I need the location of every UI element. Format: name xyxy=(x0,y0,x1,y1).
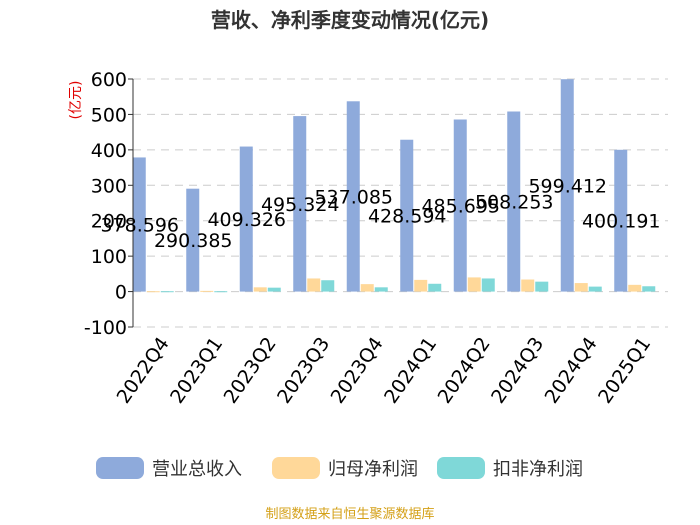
x-tick-labels: 2022Q42023Q12023Q22023Q32023Q42024Q12024… xyxy=(113,333,656,407)
x-tick-label: 2023Q4 xyxy=(327,333,388,407)
legend-label: 归母净利润 xyxy=(328,459,418,480)
y-tick-label: 300 xyxy=(91,175,127,197)
bar-归母净利润-2024Q2 xyxy=(467,277,481,292)
bar-扣非净利润-2024Q3 xyxy=(535,281,549,292)
bar-归母净利润-2023Q3 xyxy=(307,278,321,292)
legend-swatch xyxy=(437,457,485,479)
x-tick-label: 2023Q3 xyxy=(273,333,334,407)
bar-归母净利润-2024Q4 xyxy=(574,283,588,292)
bar-扣非净利润-2023Q3 xyxy=(321,280,335,292)
legend-swatch xyxy=(272,457,320,479)
x-tick-label: 2024Q3 xyxy=(487,333,548,407)
bar-营业总收入-2023Q3 xyxy=(293,116,307,292)
x-tick-label: 2023Q2 xyxy=(220,333,281,407)
bar-营业总收入-2023Q2 xyxy=(239,146,253,292)
data-label: 495.324 xyxy=(261,194,340,216)
bar-营业总收入-2024Q2 xyxy=(453,119,467,292)
bar-扣非净利润-2023Q4 xyxy=(374,287,388,292)
bars xyxy=(132,79,656,293)
bar-扣非净利润-2025Q1 xyxy=(642,286,656,292)
bar-营业总收入-2024Q4 xyxy=(560,79,574,292)
bar-营业总收入-2024Q3 xyxy=(507,111,521,292)
y-axis-label: (亿元) xyxy=(68,81,84,120)
y-tick-label: 600 xyxy=(91,69,127,91)
y-tick-label: -100 xyxy=(84,317,127,339)
y-tick-label: 0 xyxy=(115,282,127,304)
bar-营业总收入-2023Q4 xyxy=(346,101,360,292)
data-label: 409.326 xyxy=(207,209,286,231)
data-labels: 378.596290.385409.326495.324537.085428.5… xyxy=(100,175,660,252)
y-tick-label: 500 xyxy=(91,104,127,126)
data-label: 428.594 xyxy=(368,206,447,228)
data-label: 485.695 xyxy=(421,196,500,218)
data-label: 599.412 xyxy=(528,175,607,197)
data-label: 537.085 xyxy=(314,186,393,208)
bar-归母净利润-2023Q4 xyxy=(360,284,374,292)
y-tick-label: 100 xyxy=(91,246,127,268)
x-tick-label: 2024Q4 xyxy=(541,333,602,407)
legend: 营业总收入 归母净利润 扣非净利润 xyxy=(96,457,583,480)
x-tick-label: 2024Q2 xyxy=(434,333,495,407)
x-tick-label: 2024Q1 xyxy=(380,333,441,407)
x-tick-label: 2025Q1 xyxy=(594,333,655,407)
bar-营业总收入-2024Q1 xyxy=(400,139,414,292)
bar-扣非净利润-2023Q1 xyxy=(214,291,228,293)
bar-扣非净利润-2022Q4 xyxy=(160,291,174,293)
bar-扣非净利润-2024Q4 xyxy=(588,286,602,292)
legend-swatch xyxy=(96,457,144,479)
data-label: 378.596 xyxy=(100,215,179,237)
y-tick-labels: -100 0 100 200 300 400 500 600 xyxy=(84,69,127,339)
bar-归母净利润-2022Q4 xyxy=(146,291,160,293)
data-label: 400.191 xyxy=(582,211,661,233)
bar-营业总收入-2023Q1 xyxy=(186,188,200,292)
axes: (亿元) xyxy=(68,79,134,327)
source-note: 制图数据来自恒生聚源数据库 xyxy=(265,506,434,522)
legend-label: 营业总收入 xyxy=(152,459,242,480)
bar-归母净利润-2023Q1 xyxy=(200,290,214,292)
data-label: 508.253 xyxy=(475,192,554,214)
bar-营业总收入-2022Q4 xyxy=(132,157,146,292)
bar-扣非净利润-2024Q2 xyxy=(481,278,495,292)
y-tick-label: 200 xyxy=(91,211,127,233)
chart-title: 营收、净利季度变动情况(亿元) xyxy=(211,8,489,32)
bar-归母净利润-2024Q1 xyxy=(414,279,428,292)
x-tick-label: 2023Q1 xyxy=(166,333,227,407)
x-tick-label: 2022Q4 xyxy=(113,333,174,407)
bar-扣非净利润-2024Q1 xyxy=(428,283,442,292)
y-tick-label: 400 xyxy=(91,140,127,162)
bar-归母净利润-2025Q1 xyxy=(628,284,642,292)
bar-归母净利润-2023Q2 xyxy=(253,287,267,292)
data-label: 290.385 xyxy=(154,230,233,252)
bar-扣非净利润-2023Q2 xyxy=(267,287,281,292)
bar-营业总收入-2025Q1 xyxy=(614,149,628,292)
bar-归母净利润-2024Q3 xyxy=(521,279,535,292)
legend-label: 扣非净利润 xyxy=(493,459,583,480)
